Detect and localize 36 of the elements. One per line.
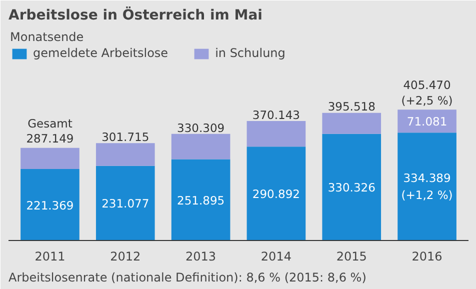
bar bbox=[322, 134, 382, 240]
bar bbox=[322, 112, 382, 134]
total-label: Gesamt 287.149 bbox=[26, 116, 74, 146]
legend-label: gemeldete Arbeitslose bbox=[33, 46, 168, 60]
data-label: 334.389 (+1,2 %) bbox=[401, 171, 453, 202]
chart-title: Arbeitslose in Österreich im Mai bbox=[8, 6, 262, 24]
x-tick-label: 2012 bbox=[110, 250, 141, 264]
x-tick-label: 2011 bbox=[34, 250, 66, 264]
total-label: 330.309 bbox=[177, 120, 225, 135]
x-tick-label: 2015 bbox=[336, 250, 367, 264]
bar bbox=[20, 169, 80, 240]
x-tick-label: 2016 bbox=[412, 250, 442, 264]
text: Arbeitslosenrate (nationale Definition): 8,6 % (2015: 8,6 %) bbox=[8, 270, 366, 284]
data-label: 251.895 bbox=[177, 193, 225, 208]
x-tick-label: 2014 bbox=[260, 250, 292, 264]
bar bbox=[171, 159, 230, 240]
bar bbox=[171, 134, 230, 160]
bar bbox=[246, 121, 306, 147]
x-tick-label: 2013 bbox=[186, 250, 216, 264]
bar bbox=[20, 148, 80, 170]
bar bbox=[398, 132, 456, 240]
total-label: 405.470 (+2,5 %) bbox=[401, 78, 453, 108]
total-label: 395.518 bbox=[328, 100, 376, 114]
data-label: 290.892 bbox=[252, 187, 300, 202]
data-label: 330.326 bbox=[328, 180, 376, 195]
legend-label: in Schulung bbox=[215, 46, 286, 60]
total-label: 370.143 bbox=[252, 108, 300, 122]
data-label: 221.369 bbox=[26, 198, 74, 212]
bar bbox=[96, 143, 155, 166]
bar bbox=[246, 146, 306, 240]
bar bbox=[398, 110, 456, 133]
total-label: 301.715 bbox=[102, 130, 150, 144]
data-label: 71.081 bbox=[406, 114, 448, 129]
bar bbox=[96, 166, 155, 240]
data-label: 231.077 bbox=[102, 196, 150, 211]
legend-title: Monatsende bbox=[10, 30, 85, 44]
